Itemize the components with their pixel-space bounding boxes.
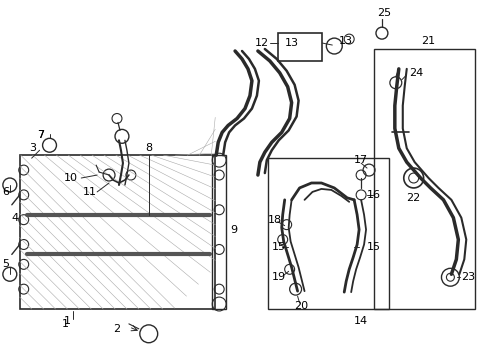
Text: 13: 13	[285, 38, 299, 48]
Text: 25: 25	[377, 8, 391, 18]
Text: 19: 19	[272, 272, 286, 282]
Text: 24: 24	[409, 68, 423, 78]
Text: 7: 7	[37, 130, 44, 140]
Text: 1: 1	[61, 319, 69, 329]
Text: 4: 4	[12, 213, 19, 223]
Text: 16: 16	[367, 190, 381, 200]
Text: 15: 15	[272, 243, 286, 252]
Text: 5: 5	[2, 259, 9, 269]
Text: 2: 2	[113, 324, 120, 334]
Text: 9: 9	[230, 225, 237, 235]
Text: 7: 7	[37, 130, 44, 140]
Text: 12: 12	[255, 38, 269, 48]
Text: 10: 10	[63, 173, 77, 183]
Bar	[278, 33, 322, 61]
Text: 23: 23	[461, 272, 475, 282]
Bar	[268, 158, 389, 309]
Bar	[212, 155, 226, 309]
Text: 22: 22	[407, 193, 421, 203]
Text: 3: 3	[30, 143, 37, 153]
Text: 8: 8	[145, 143, 152, 153]
Bar	[374, 49, 475, 309]
Text: 11: 11	[83, 187, 97, 197]
Text: 21: 21	[421, 36, 436, 46]
Bar	[20, 155, 215, 309]
Text: 18: 18	[268, 215, 282, 225]
Text: 1: 1	[63, 316, 71, 326]
Text: 14: 14	[354, 316, 368, 326]
Text: 20: 20	[294, 301, 309, 311]
Text: 17: 17	[354, 155, 368, 165]
Text: 15: 15	[367, 243, 381, 252]
Text: 6: 6	[2, 187, 9, 197]
Text: 13: 13	[339, 36, 353, 46]
